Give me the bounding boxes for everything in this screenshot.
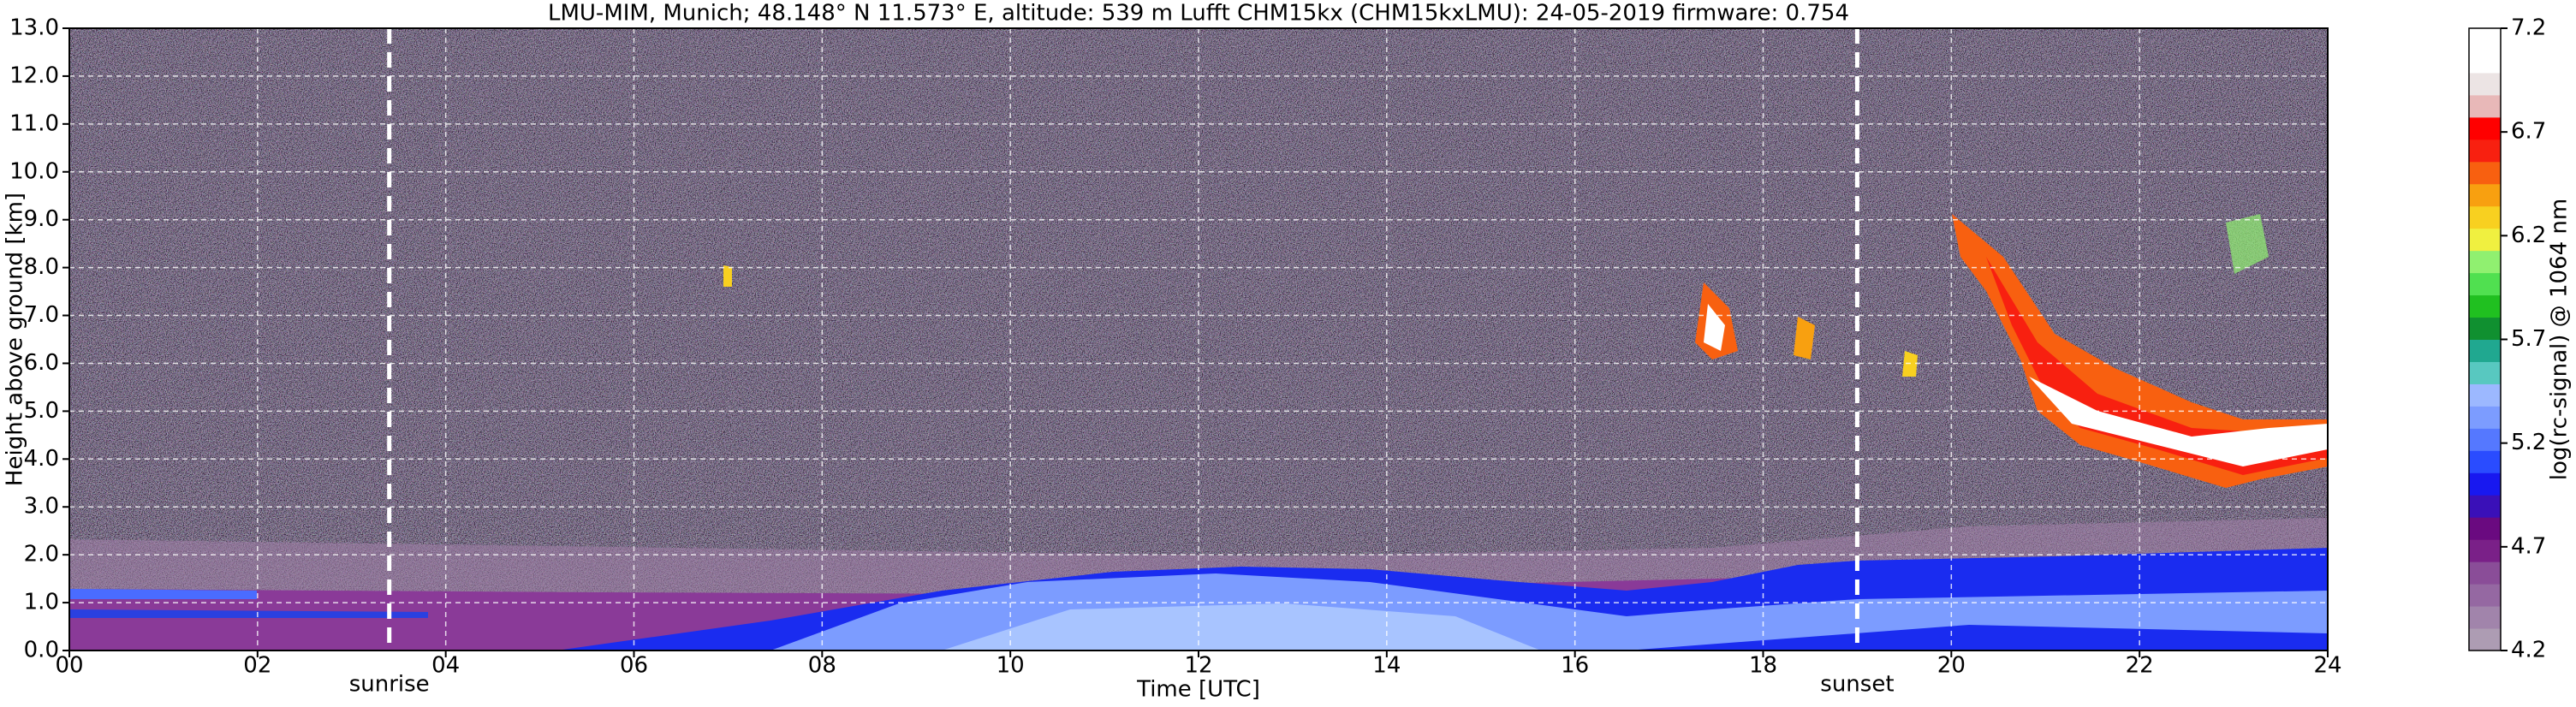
colorbar-swatch <box>2469 272 2501 296</box>
colorbar-tick-label: 5.2 <box>2511 430 2546 455</box>
annotation-label: sunrise <box>349 672 430 698</box>
aerosol-layer <box>69 609 428 618</box>
colorbar-swatch <box>2469 584 2501 607</box>
x-tick-label: 08 <box>808 653 836 679</box>
y-tick-label: 13.0 <box>9 15 59 41</box>
colorbar-label: log(rc-signal) @ 1064 nm <box>2547 199 2573 480</box>
cloud <box>723 265 732 287</box>
colorbar-swatch <box>2469 139 2501 163</box>
colorbar-swatch <box>2469 606 2501 629</box>
x-tick-label: 02 <box>243 653 271 679</box>
x-tick-label: 10 <box>996 653 1025 679</box>
colorbar-tick-label: 6.7 <box>2511 119 2546 145</box>
colorbar-swatch <box>2469 161 2501 185</box>
chart-title: LMU-MIM, Munich; 48.148° N 11.573° E, al… <box>548 1 1849 27</box>
colorbar-swatch <box>2469 428 2501 451</box>
colorbar-swatch <box>2469 450 2501 473</box>
colorbar-swatch <box>2469 561 2501 585</box>
x-tick-label: 22 <box>2126 653 2154 679</box>
colorbar-swatch <box>2469 94 2501 118</box>
colorbar-swatch <box>2469 228 2501 252</box>
colorbar-swatch <box>2469 205 2501 229</box>
axes: 00 02 04 06 08 10 12 14 16 18 20 22 24 0.0 1.0 2.0 3.0 4.… <box>3 15 2573 703</box>
colorbar-swatch <box>2469 250 2501 274</box>
y-tick-label: 3.0 <box>24 494 59 520</box>
colorbar-swatch <box>2469 517 2501 540</box>
aerosol-layer <box>69 589 257 599</box>
y-tick-label: 9.0 <box>24 206 59 232</box>
y-tick-label: 8.0 <box>24 254 59 280</box>
aerosol-layer <box>942 603 1541 651</box>
cloud <box>1794 317 1815 359</box>
y-tick-label: 4.0 <box>24 446 59 472</box>
y-tick-label: 5.0 <box>24 398 59 424</box>
colorbar-swatch <box>2469 628 2501 651</box>
y-tick-label: 2.0 <box>24 542 59 567</box>
colorbar-swatch <box>2469 339 2501 362</box>
cloud <box>1952 214 2328 488</box>
colorbar-swatch <box>2469 28 2501 51</box>
cloud <box>2029 377 2328 466</box>
y-tick-label: 1.0 <box>24 590 59 615</box>
colorbar-tick-label: 4.2 <box>2511 638 2546 663</box>
x-tick-label: 16 <box>1561 653 1589 679</box>
y-tick-label: 11.0 <box>9 110 59 136</box>
x-axis-label: Time [UTC] <box>1136 677 1260 703</box>
colorbar-tick-label: 6.2 <box>2511 223 2546 248</box>
colorbar-swatch <box>2469 472 2501 496</box>
colorbar-swatch <box>2469 116 2501 140</box>
x-tick-label: 20 <box>1937 653 1966 679</box>
colorbar-swatch <box>2469 183 2501 207</box>
colorbar-swatch <box>2469 294 2501 318</box>
x-tick-label: 06 <box>620 653 648 679</box>
x-tick-label: 00 <box>55 653 83 679</box>
y-tick-label: 0.0 <box>24 638 59 663</box>
colorbar-swatch <box>2469 72 2501 96</box>
plot-frame <box>68 27 2329 651</box>
x-tick-label: 18 <box>1749 653 1777 679</box>
colorbar-tick-label: 5.7 <box>2511 326 2546 352</box>
y-tick-label: 7.0 <box>24 302 59 328</box>
colorbar-swatch <box>2469 495 2501 518</box>
y-tick-label: 6.0 <box>24 350 59 376</box>
x-tick-label: 04 <box>431 653 460 679</box>
y-axis-label: Height above ground [km] <box>3 193 28 486</box>
colorbar-swatch <box>2469 406 2501 429</box>
colorbar-swatch <box>2469 317 2501 340</box>
colorbar-swatch <box>2469 50 2501 74</box>
colorbar-swatch <box>2469 383 2501 407</box>
x-tick-label: 14 <box>1372 653 1401 679</box>
cloud <box>2226 214 2269 274</box>
colorbar-tick-label: 7.2 <box>2511 15 2546 41</box>
colorbar-swatch <box>2469 539 2501 562</box>
colorbar-tick-label: 4.7 <box>2511 533 2546 559</box>
x-tick-label: 12 <box>1184 653 1212 679</box>
annotation-label: sunset <box>1820 672 1894 698</box>
x-tick-label: 24 <box>2313 653 2341 679</box>
y-tick-label: 12.0 <box>9 62 59 88</box>
colorbar-swatch <box>2469 361 2501 384</box>
y-tick-label: 10.0 <box>9 158 59 184</box>
